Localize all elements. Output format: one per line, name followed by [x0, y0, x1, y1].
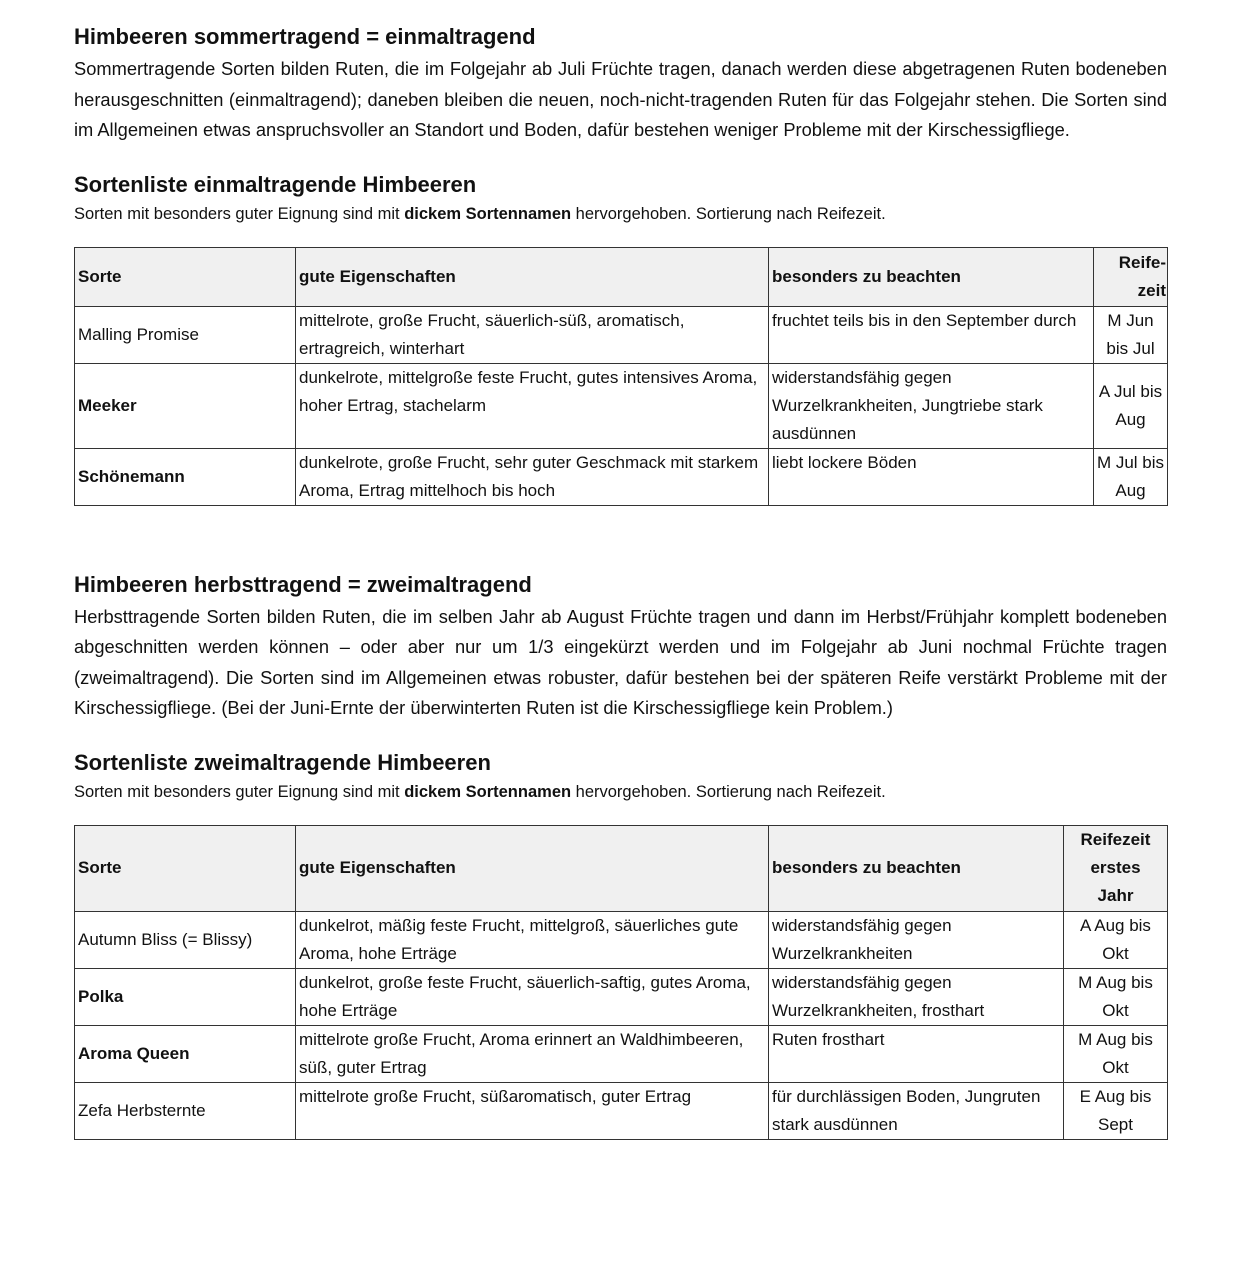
- varieties-table-zweimaltragend: Sorte gute Eigenschaften besonders zu be…: [74, 824, 1168, 1140]
- section1-note: Sorten mit besonders guter Eignung sind …: [74, 202, 1167, 226]
- notes-cell: fruchtet teils bis in den September durc…: [768, 305, 1094, 364]
- table-row: Autumn Bliss (= Blissy) dunkelrot, mäßig …: [74, 910, 1168, 969]
- header-reifezeit: Reife-zeit: [1093, 246, 1168, 307]
- varieties-table-einmaltragend: Sorte gute Eigenschaften besonders zu be…: [74, 246, 1168, 506]
- note-text: Sorten mit besonders guter Eignung sind …: [74, 204, 405, 223]
- section2-heading: Himbeeren herbsttragend = zweimaltragend: [74, 571, 532, 597]
- ripening-time-cell: A Jul bis Aug: [1093, 362, 1168, 449]
- ripening-time-cell: M Aug bis Okt: [1063, 1024, 1168, 1083]
- document-page: Himbeeren sommertragend = einmaltragend …: [74, 20, 1168, 1140]
- section1-heading: Himbeeren sommertragend = einmaltragend: [74, 24, 536, 49]
- table-row: Zefa Herbsternte mittelrote große Frucht,…: [74, 1081, 1168, 1140]
- variety-name-cell: Aroma Queen: [74, 1024, 296, 1083]
- note-bold: dickem Sortennamen: [404, 204, 572, 223]
- notes-cell: Ruten frosthart: [768, 1024, 1064, 1083]
- notes-cell: widerstandsfähig gegen Wurzelkrankheiten…: [768, 362, 1094, 449]
- notes-cell: für durchlässigen Boden, Jungruten stark…: [768, 1081, 1064, 1140]
- variety-name-cell: Meeker: [74, 362, 296, 449]
- header-beachten: besonders zu beachten: [768, 246, 1094, 307]
- ripening-time-cell: E Aug bis Sept: [1063, 1081, 1168, 1140]
- note-text: Sorten mit besonders guter Eignung sind …: [74, 782, 405, 801]
- notes-cell: widerstandsfähig gegen Wurzelkrankheiten: [768, 910, 1064, 969]
- table-row: Polka dunkelrot, große feste Frucht, säue…: [74, 967, 1168, 1026]
- ripening-time-cell: M Jul bis Aug: [1093, 447, 1168, 506]
- properties-cell: dunkelrot, mäßig feste Frucht, mittelgro…: [295, 910, 769, 969]
- table-row: Meeker dunkelrote, mittelgroße feste Fruc…: [74, 362, 1168, 449]
- variety-name-cell: Autumn Bliss (= Blissy): [74, 910, 296, 969]
- note-text: hervorgehoben. Sortierung nach Reifezeit…: [571, 204, 886, 223]
- note-text: hervorgehoben. Sortierung nach Reifezeit…: [571, 782, 886, 801]
- section1-list-heading: Sortenliste einmaltragende Himbeeren: [74, 171, 477, 197]
- properties-cell: mittelrote große Frucht, süßaromatisch, …: [295, 1081, 769, 1140]
- variety-name-cell: Schönemann: [74, 447, 296, 506]
- properties-cell: mittelrote große Frucht, Aroma erinnert …: [295, 1024, 769, 1083]
- header-reifezeit: Reifezeit erstes Jahr: [1063, 824, 1168, 912]
- note-bold: dickem Sortennamen: [404, 782, 572, 801]
- table-row: Aroma Queen mittelrote große Frucht, Arom…: [74, 1024, 1168, 1083]
- section2-list-heading: Sortenliste zweimaltragende Himbeeren: [74, 749, 491, 775]
- section1-text: Sommertragende Sorten bilden Ruten, die …: [74, 58, 1167, 140]
- header-sorte: Sorte: [74, 824, 296, 912]
- notes-cell: widerstandsfähig gegen Wurzelkrankheiten…: [768, 967, 1064, 1026]
- header-eigenschaften: gute Eigenschaften: [295, 246, 769, 307]
- header-beachten: besonders zu beachten: [768, 824, 1064, 912]
- notes-cell: liebt lockere Böden: [768, 447, 1094, 506]
- table-row: Schönemann dunkelrote, große Frucht, sehr…: [74, 447, 1168, 506]
- properties-cell: mittelrote, große Frucht, säuerlich-süß,…: [295, 305, 769, 364]
- variety-name-cell: Zefa Herbsternte: [74, 1081, 296, 1140]
- ripening-time-cell: M Jun bis Jul: [1093, 305, 1168, 364]
- properties-cell: dunkelrote, mittelgroße feste Frucht, gu…: [295, 362, 769, 449]
- header-eigenschaften: gute Eigenschaften: [295, 824, 769, 912]
- table-row: Malling Promise mittelrote, große Frucht,…: [74, 305, 1168, 364]
- properties-cell: dunkelrot, große feste Frucht, säuerlich…: [295, 967, 769, 1026]
- properties-cell: dunkelrote, große Frucht, sehr guter Ges…: [295, 447, 769, 506]
- section2-note: Sorten mit besonders guter Eignung sind …: [74, 780, 1167, 804]
- table-header-row: Sorte gute Eigenschaften besonders zu be…: [74, 824, 1168, 912]
- ripening-time-cell: M Aug bis Okt: [1063, 967, 1168, 1026]
- variety-name-cell: Malling Promise: [74, 305, 296, 364]
- variety-name-cell: Polka: [74, 967, 296, 1026]
- table-header-row: Sorte gute Eigenschaften besonders zu be…: [74, 246, 1168, 307]
- section2-text: Herbsttragende Sorten bilden Ruten, die …: [74, 605, 1167, 719]
- ripening-time-cell: A Aug bis Okt: [1063, 910, 1168, 969]
- header-sorte: Sorte: [74, 246, 296, 307]
